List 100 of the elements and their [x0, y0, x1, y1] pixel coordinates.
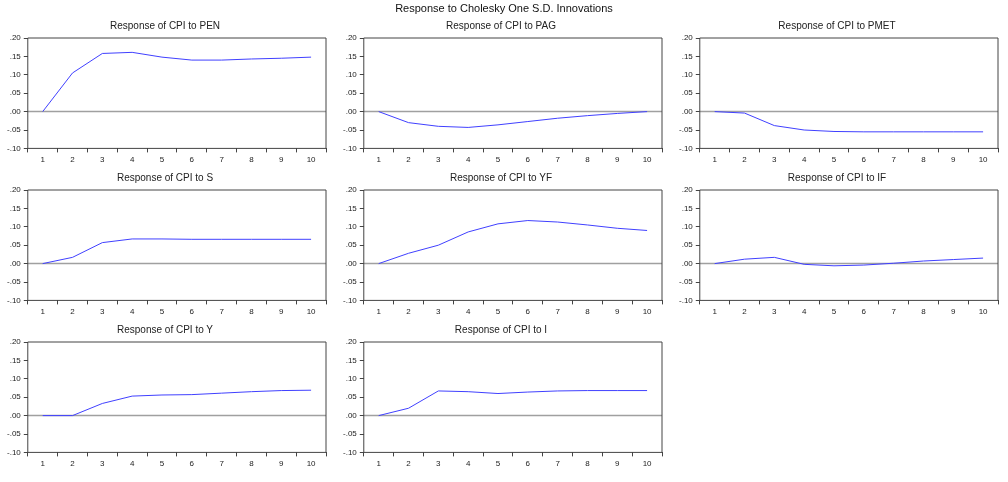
y-tick-label: -.10	[342, 143, 358, 153]
y-tick-label: .20	[9, 337, 22, 347]
x-tick-label: 9	[615, 459, 621, 469]
y-tick-label: .00	[345, 106, 358, 116]
x-tick-label: 10	[306, 155, 317, 165]
y-tick-label: .20	[345, 185, 358, 195]
x-tick-label: 9	[615, 307, 621, 317]
y-tick-label: -.05	[6, 277, 22, 287]
x-tick-label: 8	[585, 155, 591, 165]
y-tick-label: .15	[345, 355, 358, 365]
y-tick-label: .05	[681, 240, 694, 250]
x-tick-label: 3	[772, 155, 778, 165]
chart-title: Response of CPI to PEN	[109, 19, 221, 31]
y-tick-label: .05	[345, 240, 358, 250]
y-tick-label: .10	[681, 70, 694, 79]
x-tick-label: 4	[465, 459, 471, 469]
x-tick-label: 4	[129, 459, 135, 469]
x-tick-label: 7	[219, 307, 225, 317]
chart-title: Response of CPI to PMET	[778, 19, 896, 31]
x-tick-label: 7	[555, 307, 561, 317]
y-tick-label: .00	[681, 258, 694, 268]
y-tick-label: -.10	[342, 447, 358, 457]
x-tick-label: 9	[279, 459, 285, 469]
x-tick-label: 7	[891, 307, 897, 317]
x-tick-label: 9	[279, 155, 285, 165]
x-tick-label: 6	[189, 307, 195, 317]
y-tick-label: -.05	[678, 125, 694, 135]
x-tick-label: 3	[436, 459, 442, 469]
x-tick-label: 8	[249, 155, 255, 165]
y-tick-label: -.10	[6, 143, 22, 153]
y-tick-label: .10	[345, 70, 358, 79]
chart-title: Response of CPI to I	[454, 323, 548, 335]
text: Response to Cholesky One S.D. Innovations	[394, 1, 614, 16]
y-tick-label: .05	[681, 88, 694, 98]
x-tick-label: 8	[585, 459, 591, 469]
x-tick-label: 7	[555, 155, 561, 165]
x-tick-label: 2	[742, 307, 748, 317]
x-tick-label: 10	[306, 459, 317, 469]
x-tick-label: 5	[495, 155, 501, 165]
x-tick-label: 7	[891, 155, 897, 165]
x-tick-label: 10	[978, 155, 989, 165]
x-tick-label: 5	[495, 307, 501, 317]
x-tick-label: 4	[801, 307, 807, 317]
x-tick-label: 6	[525, 307, 531, 317]
x-tick-label: 8	[249, 307, 255, 317]
x-tick-label: 10	[642, 307, 653, 317]
x-tick-label: 1	[40, 155, 46, 165]
x-tick-label: 8	[249, 459, 255, 469]
x-tick-label: 7	[219, 459, 225, 469]
y-tick-label: .20	[681, 33, 694, 43]
y-tick-label: .20	[345, 337, 358, 347]
x-tick-label: 2	[742, 155, 748, 165]
x-tick-label: 8	[585, 307, 591, 317]
x-tick-label: 1	[376, 155, 382, 165]
x-tick-label: 2	[406, 307, 412, 317]
x-tick-label: 2	[406, 155, 412, 165]
x-tick-label: 7	[555, 459, 561, 469]
x-tick-label: 9	[279, 307, 285, 317]
x-tick-label: 4	[465, 155, 471, 165]
x-tick-label: 4	[465, 307, 471, 317]
y-tick-label: .15	[9, 203, 22, 213]
y-tick-label: -.05	[342, 429, 358, 439]
x-tick-label: 10	[642, 155, 653, 165]
y-tick-label: .00	[681, 106, 694, 116]
y-tick-label: .00	[9, 106, 22, 116]
x-tick-label: 2	[70, 459, 76, 469]
x-tick-label: 6	[189, 459, 195, 469]
x-tick-label: 5	[159, 307, 165, 317]
y-tick-label: .05	[345, 88, 358, 98]
x-tick-label: 6	[861, 155, 867, 165]
chart-title: Response of CPI to IF	[787, 171, 887, 183]
x-tick-label: 4	[129, 155, 135, 165]
y-tick-label: .00	[345, 258, 358, 268]
x-tick-label: 3	[100, 307, 106, 317]
x-tick-label: 3	[100, 459, 106, 469]
y-tick-label: .10	[9, 70, 22, 79]
x-tick-label: 6	[525, 155, 531, 165]
x-tick-label: 9	[951, 155, 957, 165]
y-tick-label: .05	[345, 392, 358, 402]
x-tick-label: 3	[100, 155, 106, 165]
y-tick-label: .15	[681, 51, 694, 61]
x-tick-label: 10	[306, 307, 317, 317]
chart-title: Response of CPI to S	[116, 171, 214, 183]
y-tick-label: .10	[9, 374, 22, 383]
y-tick-label: .20	[345, 33, 358, 43]
x-tick-label: 6	[861, 307, 867, 317]
y-tick-label: .20	[9, 185, 22, 195]
x-tick-label: 1	[376, 307, 382, 317]
y-tick-label: .05	[9, 240, 22, 250]
y-tick-label: .20	[681, 185, 694, 195]
x-tick-label: 2	[406, 459, 412, 469]
x-tick-label: 5	[831, 155, 837, 165]
x-tick-label: 5	[831, 307, 837, 317]
y-tick-label: -.05	[342, 125, 358, 135]
y-tick-label: -.05	[6, 429, 22, 439]
x-tick-label: 6	[525, 459, 531, 469]
x-tick-label: 1	[376, 459, 382, 469]
y-tick-label: .05	[9, 88, 22, 98]
x-tick-label: 1	[712, 307, 718, 317]
x-tick-label: 3	[436, 307, 442, 317]
